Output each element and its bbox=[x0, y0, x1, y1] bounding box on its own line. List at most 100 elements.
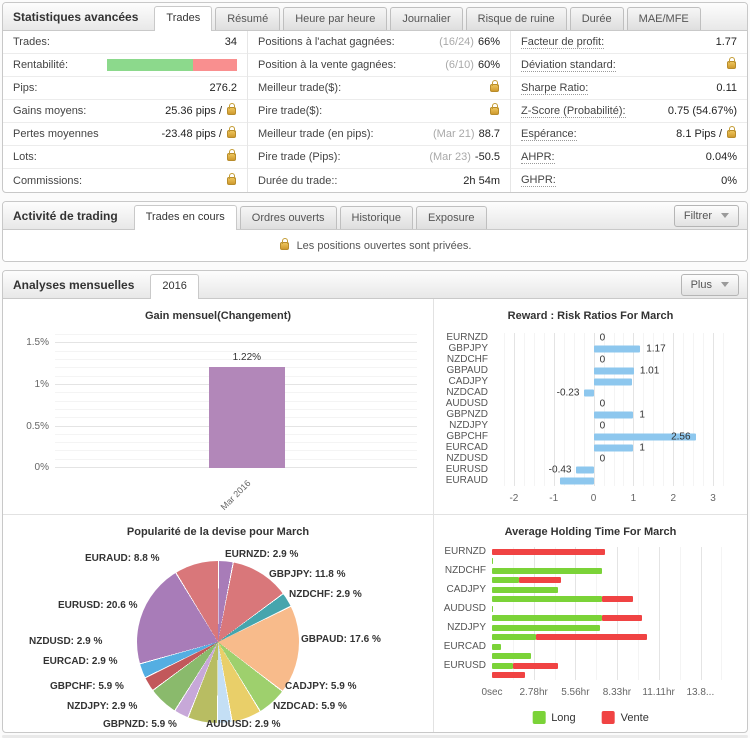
stat-row-rentabilit: Rentabilité: bbox=[3, 54, 247, 77]
gridline-minor bbox=[663, 333, 665, 486]
tab-exposure[interactable]: Exposure bbox=[416, 206, 487, 229]
activity-message: Les positions ouvertes sont privées. bbox=[296, 239, 472, 252]
gridline-major bbox=[533, 547, 535, 680]
chart-title: Gain mensuel(Changement) bbox=[144, 310, 292, 322]
y-axis-category-label: GBPNZD bbox=[446, 408, 488, 420]
stat-value bbox=[489, 80, 500, 92]
stat-value-text: 0.04% bbox=[705, 151, 737, 163]
stat-value: 0% bbox=[721, 175, 737, 187]
tab-r-sum[interactable]: Résumé bbox=[215, 7, 281, 30]
tab-trades-en-cours[interactable]: Trades en cours bbox=[133, 205, 237, 230]
stat-label: Sharpe Ratio: bbox=[521, 81, 589, 95]
tab-historique[interactable]: Historique bbox=[339, 206, 414, 229]
gridline-minor bbox=[543, 333, 545, 486]
chart-row-gbpnzd bbox=[492, 614, 735, 624]
lock-icon bbox=[227, 126, 236, 138]
pie-label-gbpjpy: GBPJPY: 11.8 % bbox=[269, 569, 346, 580]
chart-row-nzdusd bbox=[492, 652, 735, 662]
stat-value: (16/24) 66% bbox=[439, 36, 500, 48]
x-axis-tick: 8.33hr bbox=[602, 687, 632, 698]
y-axis-category-label: GBPCHF bbox=[446, 430, 488, 442]
bar-value-label: -0.43 bbox=[548, 464, 572, 476]
chart-row-nzdjpy: NZDJPY 0 bbox=[449, 420, 733, 431]
gridline-minor bbox=[703, 333, 705, 486]
tab-heure-par-heure[interactable]: Heure par heure bbox=[283, 7, 388, 30]
y-axis-category-label: EURNZD bbox=[444, 545, 486, 557]
tab-journalier[interactable]: Journalier bbox=[390, 7, 463, 30]
bar-value-label: 1 bbox=[639, 442, 645, 454]
bar-vente-gbpnzd bbox=[601, 615, 642, 622]
gridline-minor bbox=[721, 547, 723, 680]
chart-row-nzdchf: NZDCHF bbox=[445, 565, 735, 576]
bar-value-label: 1.22% bbox=[232, 351, 262, 363]
rentability-bar bbox=[107, 59, 237, 71]
chart-row-cadjpy: CADJPY bbox=[447, 584, 735, 595]
activity-title: Activité de trading bbox=[13, 208, 118, 223]
plot-area: -2 -1 0 1 2 3 EURNZD 0 GBPJPY 1.17 NZDCHF 0 GBPAUD 1.… bbox=[446, 332, 733, 504]
gridline-minor bbox=[637, 547, 639, 680]
pie-label-eurnzd: EURNZD: 2.9 % bbox=[225, 549, 299, 560]
pie-label-nzdusd: NZDUSD: 2.9 % bbox=[29, 636, 103, 647]
gridline-minor bbox=[55, 334, 417, 336]
chart-row-gbpchf bbox=[492, 633, 735, 643]
stat-label: Espérance: bbox=[521, 127, 577, 141]
y-axis-category-label: EURAUD bbox=[445, 474, 488, 486]
bar-vente-gbpchf bbox=[535, 634, 647, 641]
chart-row-audusd: AUDUSD bbox=[444, 603, 735, 614]
bar-value-label: 0 bbox=[599, 398, 606, 410]
tab-trades[interactable]: Trades bbox=[154, 6, 213, 31]
chart-title: Reward : Risk Ratios For March bbox=[507, 310, 674, 322]
y-axis-category-label: EURCAD bbox=[445, 441, 488, 453]
stat-value: 34 bbox=[225, 36, 237, 48]
y-axis-category-label: EURNZD bbox=[446, 332, 488, 344]
gridline-minor bbox=[679, 547, 681, 680]
chart-row-gbpnzd: GBPNZD 1 bbox=[446, 409, 733, 420]
y-axis-category-label: EURUSD bbox=[443, 659, 486, 671]
stat-row-meilleur-trade: Meilleur trade($): bbox=[248, 77, 510, 100]
stat-label: Positions à l'achat gagnées: bbox=[258, 36, 395, 48]
tab-mae-mfe[interactable]: MAE/MFE bbox=[626, 7, 701, 30]
chart-row-eurcad: EURCAD bbox=[444, 641, 735, 652]
rentability-bar-red bbox=[192, 59, 237, 71]
plot-area: 0sec 2.78hr 5.56hr 8.33hr 11.11hr 13.8... EURN… bbox=[444, 546, 735, 698]
gridline-major bbox=[658, 547, 660, 680]
x-axis-tick: 2.78hr bbox=[519, 687, 548, 698]
bar-vente-eurusd bbox=[513, 662, 558, 669]
tab-dur-e[interactable]: Durée bbox=[569, 7, 624, 30]
more-button[interactable]: Plus bbox=[680, 273, 739, 296]
tab-2016[interactable]: 2016 bbox=[150, 274, 199, 299]
pie-label-gbpnzd: GBPNZD: 5.9 % bbox=[103, 719, 177, 730]
stat-value-text: 88.7 bbox=[478, 128, 500, 140]
bar-value-label: 0 bbox=[599, 354, 606, 366]
bar-gbpaud bbox=[593, 367, 634, 375]
pie-chart bbox=[137, 561, 299, 723]
filter-button[interactable]: Filtrer bbox=[673, 204, 739, 227]
gridline-minor bbox=[693, 333, 695, 486]
stat-value-text: 66% bbox=[477, 36, 500, 48]
stat-label: Gains moyens: bbox=[13, 105, 87, 117]
tab-ordres-ouverts[interactable]: Ordres ouverts bbox=[239, 206, 337, 229]
x-axis-tick: 13.8... bbox=[686, 687, 715, 698]
x-axis-category-label: Mar 2016 bbox=[218, 478, 253, 512]
advanced-stats-panel: Statistiques avancées Trades Résumé Heure … bbox=[2, 2, 748, 193]
bar-value-label: 0 bbox=[599, 332, 606, 344]
stat-row-positions-l-achat-gagn-es: Positions à l'achat gagnées: (16/24) 66% bbox=[248, 31, 510, 54]
gridline-major bbox=[617, 547, 619, 680]
tab-risque-de-ruine[interactable]: Risque de ruine bbox=[465, 7, 567, 30]
bar-eurusd bbox=[576, 466, 594, 474]
gridline-minor bbox=[583, 333, 585, 486]
stat-label: GHPR: bbox=[521, 174, 556, 187]
chart-row-cadjpy: CADJPY bbox=[449, 377, 733, 388]
gridline-minor bbox=[512, 547, 514, 680]
pie-label-gbpaud: GBPAUD: 17.6 % bbox=[301, 634, 381, 645]
y-axis-category-label: GBPJPY bbox=[448, 343, 488, 355]
bar-gbpjpy bbox=[593, 345, 641, 353]
stat-value-text: 8.1 Pips / bbox=[676, 128, 722, 140]
pie-label-eurcad: EURCAD: 2.9 % bbox=[43, 656, 118, 667]
stat-column-2: Positions à l'achat gagnées: (16/24) 66% Po… bbox=[248, 31, 511, 192]
lock-icon bbox=[490, 103, 499, 115]
lock-icon bbox=[227, 172, 236, 185]
lock-icon bbox=[279, 237, 289, 250]
stat-value-text: 2h 54m bbox=[463, 174, 500, 187]
